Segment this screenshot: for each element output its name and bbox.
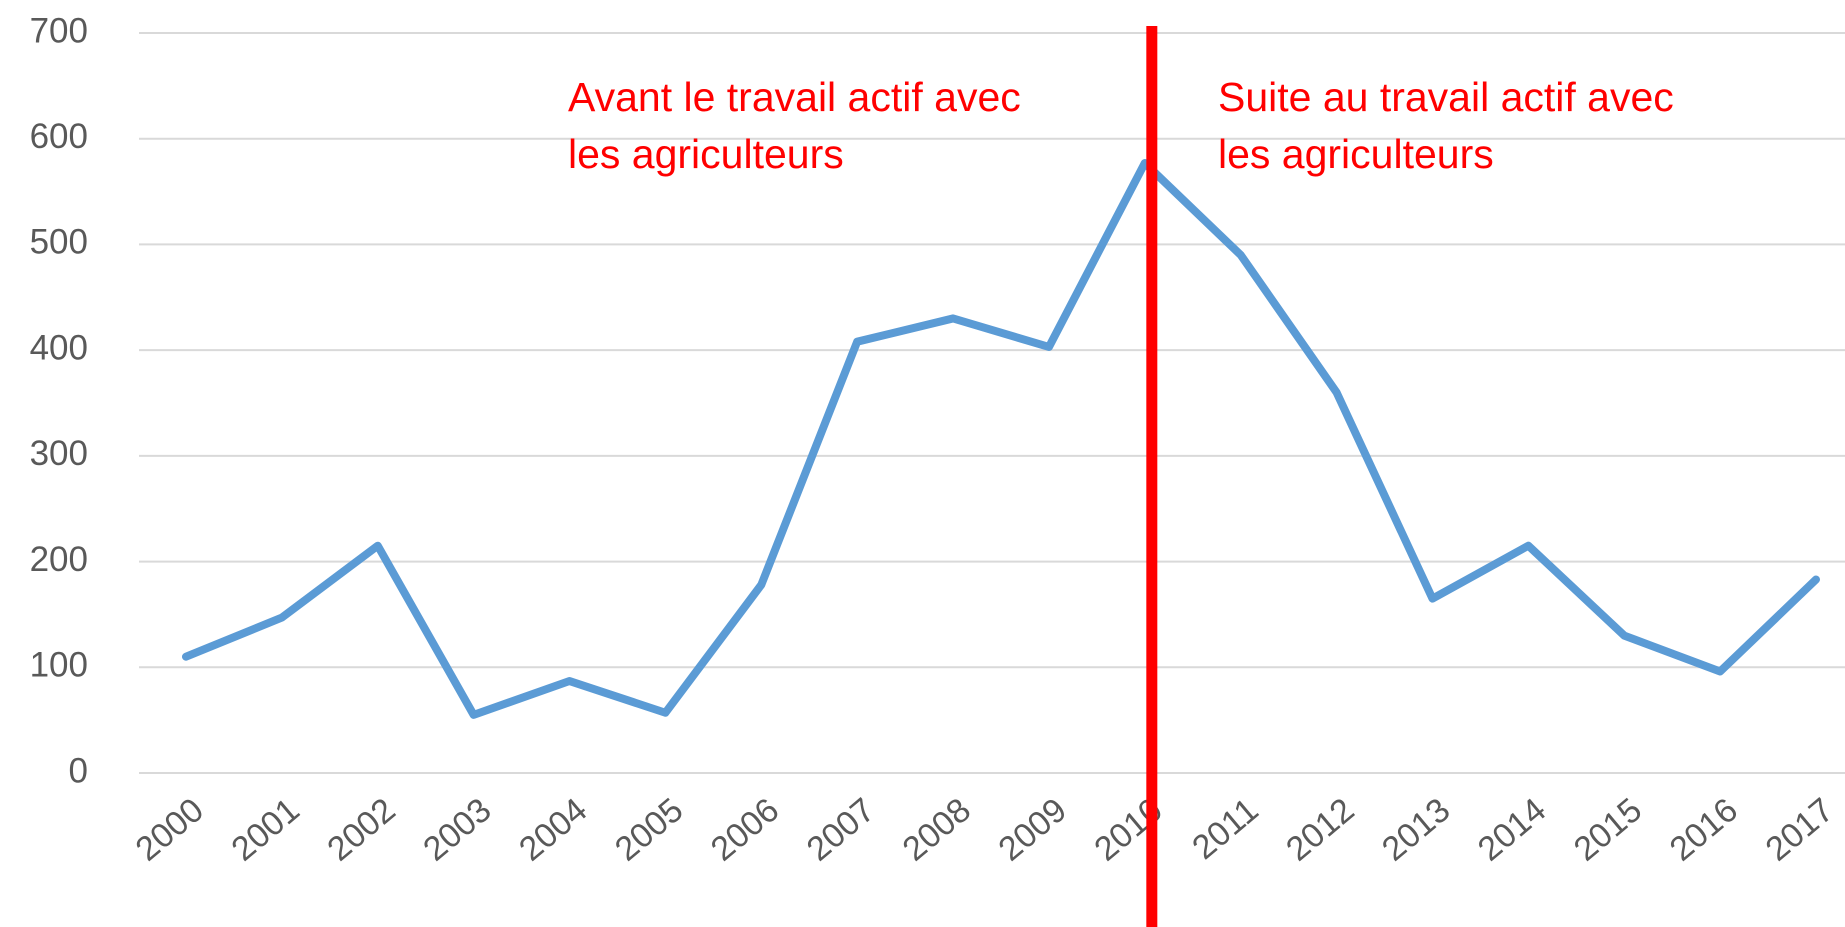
x-tick-label: 2015 bbox=[1567, 791, 1649, 869]
x-tick-label: 2012 bbox=[1279, 791, 1361, 869]
annotation: les agriculteurs bbox=[1218, 131, 1494, 177]
y-tick-label: 200 bbox=[30, 540, 88, 579]
x-tick-label: 2002 bbox=[320, 791, 402, 869]
x-tick-label: 2011 bbox=[1185, 791, 1265, 867]
x-tick-label: 2005 bbox=[608, 791, 690, 869]
x-tick-label: 2000 bbox=[129, 791, 211, 869]
x-tick-label: 2006 bbox=[704, 791, 786, 869]
x-tick-label: 2008 bbox=[896, 791, 978, 869]
x-tick-label: 2001 bbox=[224, 791, 306, 869]
y-tick-label: 0 bbox=[69, 751, 88, 790]
data-line bbox=[182, 159, 1820, 719]
y-tick-label: 100 bbox=[30, 646, 88, 685]
x-tick-label: 2013 bbox=[1375, 791, 1457, 869]
y-tick-label: 600 bbox=[30, 117, 88, 156]
x-tick-label: 2017 bbox=[1759, 791, 1841, 869]
y-tick-label: 300 bbox=[30, 434, 88, 473]
annotation: Avant le travail actif avec bbox=[568, 74, 1021, 120]
x-tick-label: 2014 bbox=[1471, 791, 1553, 869]
annotation: les agriculteurs bbox=[568, 131, 844, 177]
x-tick-label: 2003 bbox=[416, 791, 498, 869]
y-tick-label: 400 bbox=[30, 328, 88, 367]
y-tick-label: 700 bbox=[30, 11, 88, 50]
x-tick-label: 2016 bbox=[1663, 791, 1745, 869]
y-tick-label: 500 bbox=[30, 223, 88, 262]
x-tick-label: 2009 bbox=[991, 791, 1073, 869]
x-tick-label: 2010 bbox=[1087, 791, 1169, 869]
annotation: Suite au travail actif avec bbox=[1218, 74, 1674, 120]
x-tick-label: 2007 bbox=[800, 791, 882, 869]
x-tick-label: 2004 bbox=[512, 791, 594, 869]
